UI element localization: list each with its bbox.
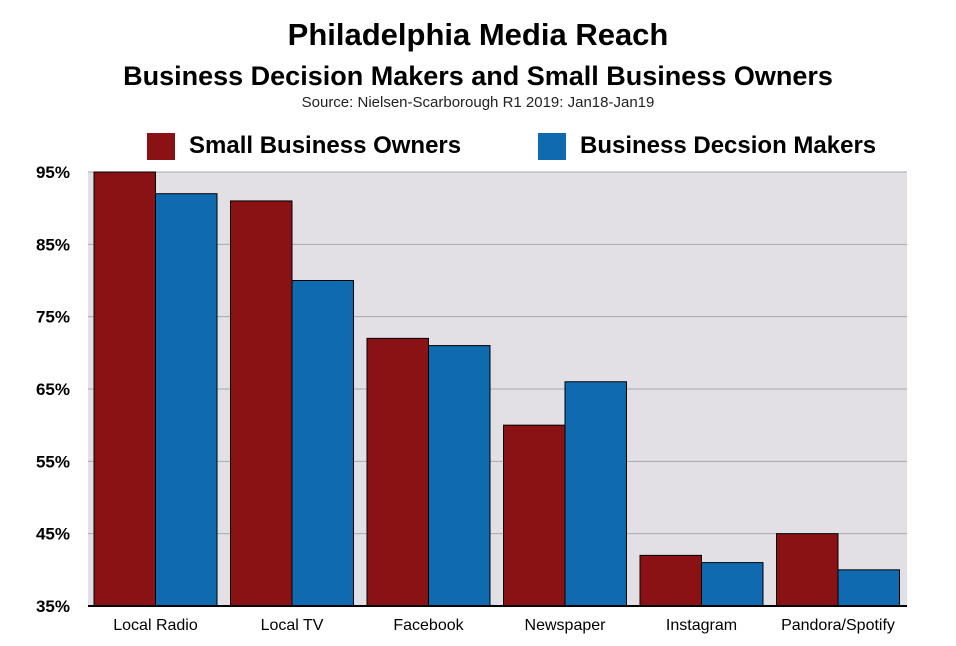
bar-small-business-owners-pandora-spotify bbox=[776, 533, 839, 607]
bar-small-business-owners-facebook bbox=[366, 337, 429, 607]
bar-small-business-owners-local-tv bbox=[230, 200, 293, 607]
legend-label-business-decision-makers: Business Decsion Makers bbox=[580, 132, 877, 159]
bar-small-business-owners-newspaper bbox=[503, 424, 566, 607]
legend-swatch-business-decision-makers bbox=[538, 132, 566, 160]
y-tick-label: 45% bbox=[36, 525, 70, 544]
bar-business-decsion-makers-newspaper bbox=[564, 381, 627, 607]
y-tick-label: 35% bbox=[36, 597, 70, 616]
bar-business-decsion-makers-instagram bbox=[701, 562, 764, 607]
legend-item-business-decision-makers: Business Decsion Makers bbox=[538, 132, 876, 160]
legend-item-small-business-owners: Small Business Owners bbox=[147, 132, 461, 160]
x-tick-label: Local TV bbox=[261, 617, 324, 634]
y-tick-label: 75% bbox=[36, 308, 70, 327]
y-tick-label: 95% bbox=[36, 163, 70, 182]
bar-small-business-owners-local-radio bbox=[93, 171, 156, 607]
legend-swatch-small-business-owners bbox=[147, 132, 175, 160]
bar-business-decsion-makers-facebook bbox=[428, 345, 491, 607]
chart-subtitle: Business Decision Makers and Small Busin… bbox=[123, 61, 833, 91]
x-tick-label: Local Radio bbox=[113, 617, 198, 634]
y-tick-label: 85% bbox=[36, 235, 70, 254]
x-tick-label: Instagram bbox=[666, 617, 737, 634]
bar-business-decsion-makers-pandora-spotify bbox=[837, 569, 900, 607]
x-tick-label: Newspaper bbox=[525, 617, 607, 634]
bar-business-decsion-makers-local-radio bbox=[155, 193, 218, 607]
chart-title: Philadelphia Media Reach bbox=[287, 17, 669, 52]
bar-business-decsion-makers-local-tv bbox=[291, 280, 354, 607]
legend-label-small-business-owners: Small Business Owners bbox=[189, 132, 462, 159]
bar-small-business-owners-instagram bbox=[639, 554, 702, 607]
y-tick-label: 55% bbox=[36, 452, 70, 471]
y-tick-label: 65% bbox=[36, 380, 70, 399]
x-tick-label: Facebook bbox=[393, 617, 464, 634]
chart-source: Source: Nielsen-Scarborough R1 2019: Jan… bbox=[301, 94, 655, 111]
x-tick-label: Pandora/Spotify bbox=[781, 617, 895, 634]
